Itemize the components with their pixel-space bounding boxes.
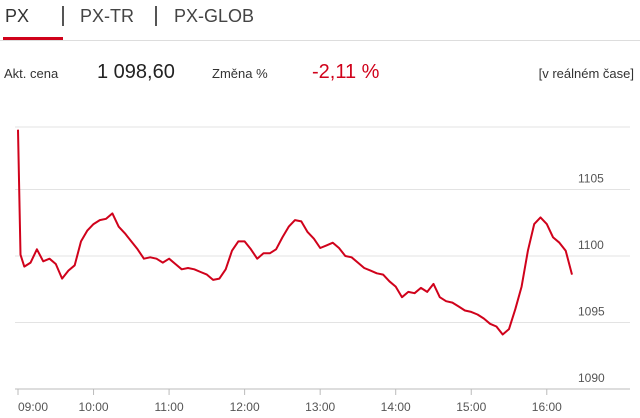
x-tick-label: 14:00	[381, 400, 411, 414]
change-label: Změna %	[212, 66, 268, 81]
realtime-note: [v reálném čase]	[538, 66, 634, 81]
x-tick-label: 09:00	[18, 400, 48, 414]
tab-px-tr[interactable]: PX-TR	[80, 6, 134, 26]
x-tick-label: 11:00	[155, 400, 184, 414]
active-tab-underline	[3, 37, 63, 40]
y-tick-label: 1095	[578, 305, 605, 319]
tab-separator	[62, 6, 64, 26]
tab-separator	[155, 6, 157, 26]
tab-divider	[0, 40, 640, 41]
price: 1 098,60	[97, 61, 175, 83]
x-tick-label: 10:00	[79, 400, 109, 414]
x-tick-label: 15:00	[456, 400, 486, 414]
x-tick-label: 16:00	[532, 400, 562, 414]
y-tick-label: 1090	[578, 371, 605, 385]
price-label: Akt. cena	[4, 66, 59, 81]
change: -2,11 %	[312, 61, 380, 83]
x-tick-label: 12:00	[230, 400, 260, 414]
price-line	[17, 129, 573, 336]
y-tick-label: 1100	[578, 238, 604, 252]
tab-px-glob[interactable]: PX-GLOB	[174, 6, 255, 26]
x-tick-label: 13:00	[305, 400, 335, 414]
y-tick-label: 1105	[578, 172, 604, 186]
tab-px[interactable]: PX	[5, 6, 30, 26]
